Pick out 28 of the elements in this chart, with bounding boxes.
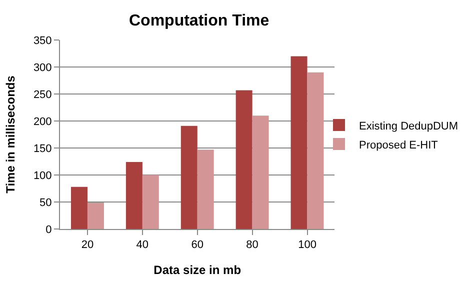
y-tick-label: 0	[46, 224, 52, 236]
bar	[307, 72, 324, 229]
bar	[236, 90, 252, 229]
bar	[197, 150, 214, 229]
bar	[142, 175, 159, 229]
x-tick-label: 80	[246, 239, 258, 252]
x-tick-label: 100	[298, 239, 316, 252]
chart-title: Computation Time	[129, 12, 270, 30]
legend-label: Proposed E-HIT	[359, 139, 438, 152]
bar	[126, 162, 142, 229]
y-tick-label: 300	[33, 62, 52, 74]
x-tick-label: 60	[191, 239, 204, 252]
legend-label: Existing DedupDUM	[359, 120, 458, 132]
y-tick-label: 50	[40, 196, 52, 209]
y-tick-label: 350	[33, 34, 52, 47]
bar	[180, 126, 198, 229]
y-tick-label: 250	[33, 88, 52, 101]
bar	[252, 116, 269, 229]
x-axis-title: Data size in mb	[154, 263, 242, 278]
bar	[70, 186, 88, 229]
x-tick-label: 40	[136, 239, 149, 252]
bar	[87, 202, 104, 229]
bar	[290, 56, 308, 229]
y-tick-label: 150	[33, 142, 52, 155]
y-axis-title: Time in milliseconds	[4, 75, 18, 194]
y-tick-label: 100	[33, 170, 52, 182]
x-tick-label: 20	[81, 239, 94, 252]
y-tick-label: 200	[33, 116, 52, 128]
